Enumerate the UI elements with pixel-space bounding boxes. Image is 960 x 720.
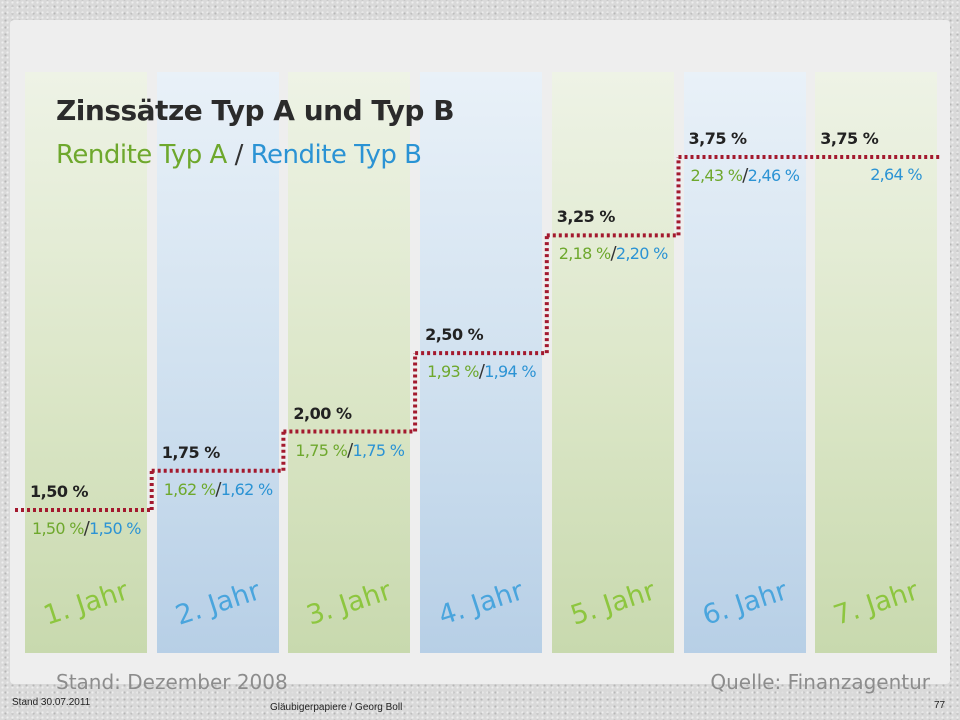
year-column — [288, 72, 411, 653]
year-column — [815, 72, 938, 653]
source-name: Quelle: Finanzagentur — [710, 670, 930, 694]
subtitle-rendite-a: Rendite Typ A — [56, 140, 227, 170]
yield-b-label: 2,64 % — [870, 164, 922, 184]
chart-panel: Zinssätze Typ A und Typ B Rendite Typ A … — [10, 20, 950, 694]
subtitle-rendite-b: Rendite Typ B — [250, 140, 422, 170]
yield-b-label: 1,75 % — [352, 440, 405, 460]
yield-b-label: 2,46 % — [747, 165, 800, 185]
yield-label: 2,64 % — [870, 165, 922, 184]
yield-separator: / — [610, 243, 617, 265]
yield-a-label: 1,50 % — [32, 519, 84, 538]
interest-rate-label: 3,75 % — [688, 128, 748, 148]
yield-b-label: 1,62 % — [220, 479, 273, 499]
interest-rate-label: 1,50 % — [30, 482, 89, 501]
yield-a-label: 2,18 % — [558, 244, 611, 264]
slide-footer: Gläubigerpapiere / Georg Boll — [270, 702, 403, 713]
yield-a-label: 1,62 % — [163, 479, 216, 499]
year-column — [551, 72, 674, 653]
yield-a-label: 2,43 % — [690, 165, 743, 185]
year-column — [420, 72, 543, 653]
yield-separator: / — [347, 439, 353, 461]
year-column — [25, 72, 147, 653]
yield-b-label: 1,50 % — [89, 519, 141, 538]
yield-separator: / — [478, 361, 485, 383]
yield-a-label: 1,93 % — [427, 362, 479, 382]
yield-b-label: 1,94 % — [484, 362, 536, 382]
year-column — [156, 72, 279, 653]
subtitle-separator: / — [234, 140, 244, 170]
yield-separator: / — [742, 164, 748, 186]
interest-rate-step-line — [15, 154, 943, 512]
yield-label: 1,93 %/1,94 % — [427, 361, 537, 383]
interest-rate-label: 3,75 % — [820, 128, 879, 148]
chart-title: Zinssätze Typ A und Typ B — [56, 94, 455, 127]
interest-rate-label: 2,50 % — [425, 325, 484, 345]
page-number: 77 — [934, 700, 946, 711]
slide-date: Stand 30.07.2011 — [12, 697, 91, 708]
interest-rate-label: 2,00 % — [293, 403, 352, 423]
yield-label: 2,18 %/2,20 % — [558, 243, 669, 265]
source-date: Stand: Dezember 2008 — [56, 670, 288, 694]
yield-label: 1,62 %/1,62 % — [163, 478, 274, 500]
interest-rate-label: 1,75 % — [161, 442, 221, 462]
interest-rate-label: 3,25 % — [556, 207, 616, 227]
yield-b-label: 2,20 % — [615, 244, 668, 264]
yield-label: 2,43 %/2,46 % — [690, 164, 801, 186]
yield-label: 1,75 %/1,75 % — [295, 439, 405, 461]
yield-separator: / — [215, 478, 221, 500]
yield-separator: / — [83, 518, 90, 539]
chart-subtitle: Rendite Typ A / Rendite Typ B — [56, 140, 422, 170]
yield-a-label: 1,75 % — [295, 440, 348, 460]
year-column — [683, 72, 806, 653]
yield-label: 1,50 %/1,50 % — [32, 518, 142, 539]
